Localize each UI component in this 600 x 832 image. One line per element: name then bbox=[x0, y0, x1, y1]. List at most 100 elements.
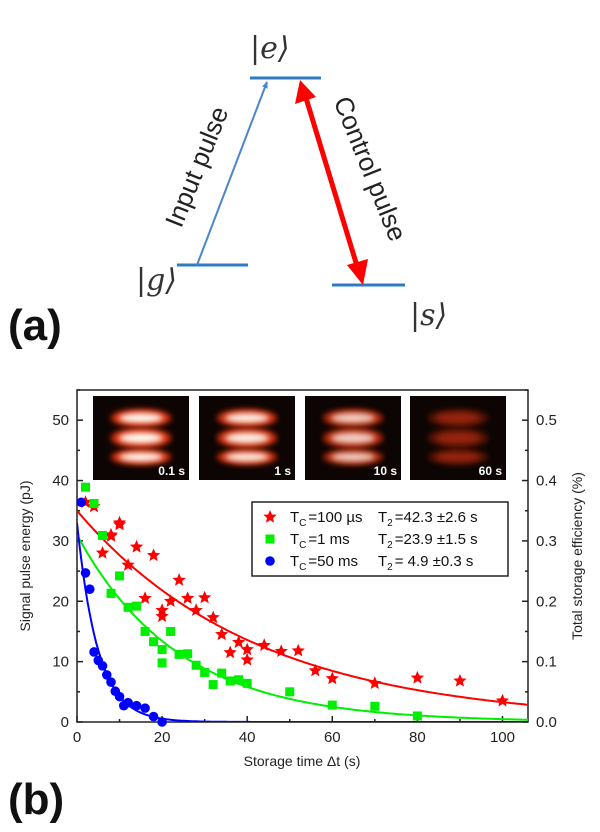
data-point-circle bbox=[89, 647, 99, 657]
y-tick-label: 20 bbox=[52, 593, 69, 610]
data-point-star bbox=[104, 529, 118, 542]
data-point-square bbox=[81, 482, 91, 492]
data-point-star bbox=[181, 591, 195, 604]
panel-b-label: (b) bbox=[8, 775, 64, 824]
data-point-square bbox=[157, 658, 167, 668]
y-tick-label: 30 bbox=[52, 533, 69, 550]
legend-entry: TC =50 ms T2 = 4.9 ±0.3 s bbox=[265, 553, 473, 573]
control-pulse-arrow bbox=[295, 80, 368, 285]
data-point-circle bbox=[80, 568, 91, 578]
data-point-square bbox=[132, 601, 142, 611]
data-point-circle bbox=[106, 677, 116, 687]
y2-tick-label: 0.3 bbox=[536, 533, 557, 550]
data-point-star bbox=[291, 643, 305, 657]
data-point-star bbox=[215, 627, 229, 641]
input-pulse-arrow bbox=[196, 81, 268, 266]
panel-a-label: (a) bbox=[8, 301, 62, 350]
legend-t2-label: T bbox=[378, 553, 387, 570]
data-point-circle bbox=[97, 661, 108, 671]
legend-t2-value: =42.3 ±2.6 s bbox=[395, 509, 478, 526]
data-point-star bbox=[95, 546, 110, 559]
data-point-square bbox=[234, 675, 244, 685]
x-tick-label: 0 bbox=[73, 729, 81, 746]
data-point-star bbox=[308, 663, 322, 677]
svg-text:TC=50 ms: TC =50 ms bbox=[290, 553, 358, 573]
data-point-star bbox=[172, 573, 186, 586]
data-point-circle bbox=[101, 670, 112, 680]
data-point-circle bbox=[157, 717, 167, 727]
y-tick-label: 0 bbox=[61, 714, 69, 731]
inset-images: 0.1 s 1 s 10 s 60 s bbox=[93, 396, 506, 480]
data-point-circle bbox=[131, 700, 142, 711]
data-point-star bbox=[189, 603, 203, 616]
data-point-square bbox=[149, 637, 159, 647]
data-point-star bbox=[138, 591, 152, 604]
legend-entry: TC =1 ms T2 =23.9 ±1.5 s bbox=[265, 531, 478, 551]
legend-marker-circle bbox=[265, 556, 275, 566]
legend-marker-square bbox=[265, 534, 275, 544]
data-point-star bbox=[274, 644, 288, 657]
data-point-square bbox=[242, 678, 252, 688]
data-point-square bbox=[89, 498, 99, 508]
y-tick-label: 10 bbox=[52, 654, 69, 671]
data-point-star bbox=[240, 652, 254, 666]
data-point-star bbox=[155, 609, 169, 622]
data-point-star bbox=[163, 594, 178, 607]
data-point-square bbox=[123, 602, 133, 612]
y-tick-label: 50 bbox=[52, 412, 69, 429]
legend-t2-sub: 2 bbox=[387, 540, 393, 551]
y2-axis-label: Total storage efficiency (%) bbox=[569, 472, 585, 640]
data-point-circle bbox=[140, 703, 150, 713]
data-point-square bbox=[200, 668, 210, 678]
storage-state-label: |s⟩ bbox=[410, 298, 447, 333]
data-point-square bbox=[174, 649, 184, 659]
legend-t2-value: =23.9 ±1.5 s bbox=[395, 531, 478, 548]
energy-level-diagram: |e⟩ |g⟩ |s⟩ Input pulse Control pulse (a… bbox=[8, 31, 447, 350]
fit-curve-star bbox=[77, 510, 528, 706]
data-point-circle bbox=[114, 691, 125, 702]
x-tick-label: 60 bbox=[324, 729, 341, 746]
legend-tc-value: =1 ms bbox=[308, 531, 349, 548]
y2-tick-label: 0.0 bbox=[536, 714, 557, 731]
svg-text:T2=42.3 ±2.6 s: T2 =42.3 ±2.6 s bbox=[378, 509, 478, 529]
storage-chart: 0.1 s 1 s 10 s 60 s 0 20 40 60 80 100 0 10 20 30 40 50… bbox=[8, 389, 585, 824]
y2-tick-label: 0.2 bbox=[536, 593, 557, 610]
data-point-square bbox=[115, 571, 125, 581]
data-point-square bbox=[106, 588, 116, 598]
x-tick-label: 100 bbox=[490, 729, 515, 746]
data-point-star bbox=[453, 674, 467, 687]
legend-t2-sub: 2 bbox=[387, 518, 393, 529]
data-point-star bbox=[198, 590, 212, 604]
inset-time-label: 60 s bbox=[479, 464, 503, 478]
legend-t2-value: = 4.9 ±0.3 s bbox=[395, 553, 474, 570]
data-point-star bbox=[206, 610, 220, 624]
y-axis-label: Signal pulse energy (pJ) bbox=[17, 481, 33, 632]
excited-state-label: |e⟩ bbox=[250, 31, 290, 66]
inset-time-label: 10 s bbox=[374, 464, 398, 478]
data-point-star bbox=[232, 635, 246, 648]
data-point-square bbox=[98, 530, 108, 540]
data-point-square bbox=[225, 676, 235, 686]
data-point-circle bbox=[148, 711, 159, 722]
fit-curve-square bbox=[77, 534, 528, 721]
legend-tc-sub: C bbox=[299, 540, 306, 551]
data-point-square bbox=[412, 711, 422, 721]
inset-image: 1 s bbox=[199, 396, 295, 480]
svg-text:T2=23.9 ±1.5 s: T2 =23.9 ±1.5 s bbox=[378, 531, 478, 551]
legend-marker-star bbox=[263, 510, 277, 523]
data-point-star bbox=[495, 693, 510, 707]
y2-tick-label: 0.1 bbox=[536, 654, 557, 671]
axes: 0 20 40 60 80 100 0 10 20 30 40 50 0.0 0.1 0.2 0.3 0.4 0.… bbox=[52, 389, 557, 746]
inset-image: 60 s bbox=[410, 396, 506, 480]
legend-entry: TC =100 µs T2 =42.3 ±2.6 s bbox=[263, 509, 478, 529]
data-point-circle bbox=[84, 584, 95, 594]
svg-text:TC=100 µs: TC =100 µs bbox=[290, 509, 363, 529]
data-point-square bbox=[140, 626, 150, 636]
legend-t2-label: T bbox=[378, 531, 387, 548]
legend-tc-sub: C bbox=[299, 518, 306, 529]
data-point-star bbox=[112, 517, 127, 531]
data-point-circle bbox=[123, 697, 133, 708]
inset-image: 0.1 s bbox=[93, 396, 189, 480]
data-point-star bbox=[257, 638, 271, 651]
svg-text:TC=1 ms: TC =1 ms bbox=[290, 531, 350, 551]
